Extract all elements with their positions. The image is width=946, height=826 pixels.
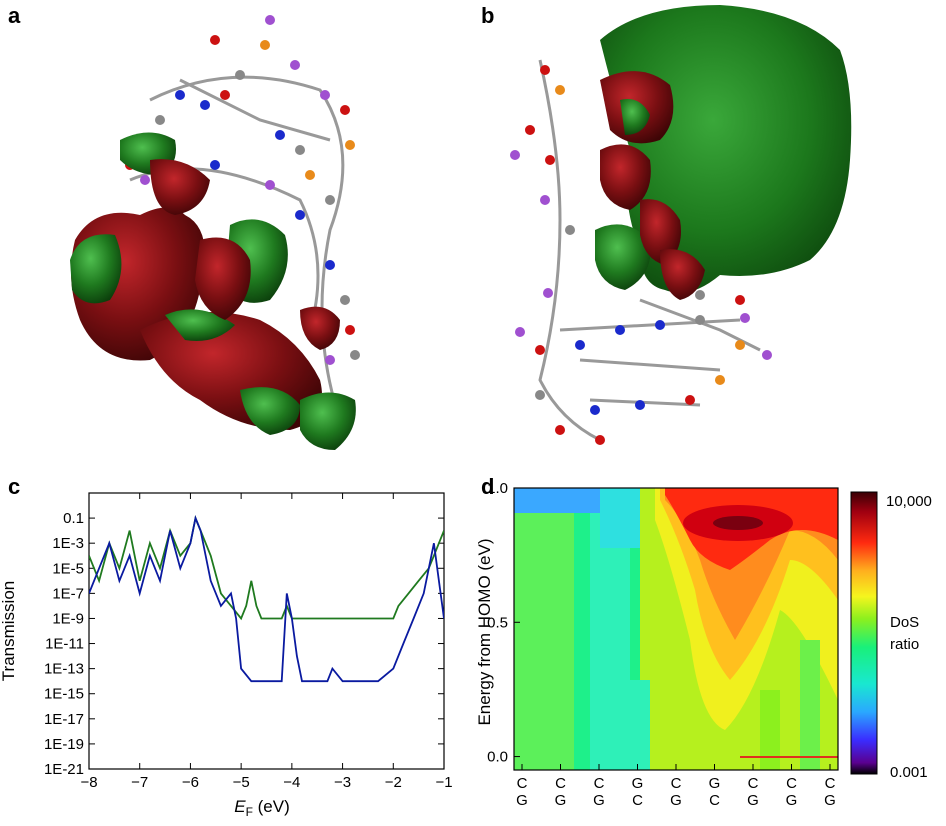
chart-c-y-tick-label: 1E-15 xyxy=(44,686,84,703)
chart-c-series-green xyxy=(89,515,444,621)
chart-c-y-ticks: 0.1 1E-3 1E-5 1E-7 1E-9 1E-11 1E-13 1E-15 1E-17 1… xyxy=(44,510,444,778)
chart-d-x-tick-label-top: C xyxy=(786,775,797,792)
chart-d-x-tick-label-top: C xyxy=(517,775,528,792)
orbital-lobes-a xyxy=(70,132,356,450)
chart-d-y-ticks: 0.0 0.5 1.0 xyxy=(487,480,520,766)
chart-c-xlabel-unit: (eV) xyxy=(253,797,290,816)
chart-d-x-tick-label-top: C xyxy=(825,775,836,792)
chart-c-y-tick-label: 1E-19 xyxy=(44,736,84,753)
chart-d-x-tick-label-bottom: G xyxy=(670,792,682,809)
panel-label-b: b xyxy=(481,3,495,28)
chart-d-x-tick-label-top: G xyxy=(632,775,644,792)
colorbar-label-line2: ratio xyxy=(890,636,919,653)
chart-c-frame xyxy=(88,492,445,770)
chart-c-y-tick-label: 1E-5 xyxy=(52,560,84,577)
atoms-a xyxy=(125,15,360,365)
atoms-b xyxy=(510,65,772,445)
heatmap-field xyxy=(514,488,838,770)
panel-label-a: a xyxy=(8,3,21,28)
molecule-a-illustration xyxy=(70,15,360,450)
panel-label-c: c xyxy=(8,474,21,499)
chart-c-series-blue xyxy=(89,515,444,683)
chart-c-y-tick-label: 1E-13 xyxy=(44,661,84,678)
chart-d-x-tick-label-top: G xyxy=(709,775,721,792)
chart-c-xlabel-sub: F xyxy=(246,805,253,819)
colorbar-max-label: 10,000 xyxy=(886,493,932,510)
chart-c: 0.1 1E-3 1E-5 1E-7 1E-9 1E-11 1E-13 1E-15 1E-17 1… xyxy=(0,492,453,819)
chart-d-x-tick-label-bottom: G xyxy=(786,792,798,809)
chart-c-y-tick-label: 1E-17 xyxy=(44,711,84,728)
chart-c-x-tick-label: −4 xyxy=(283,774,300,791)
chart-d-x-tick-label-top: C xyxy=(671,775,682,792)
chart-c-y-tick-label: 0.1 xyxy=(63,510,84,527)
chart-c-x-tick-label: −7 xyxy=(131,774,148,791)
chart-c-xlabel-main: E xyxy=(234,797,246,816)
chart-c-series xyxy=(89,515,444,683)
molecule-b-illustration xyxy=(510,5,852,445)
chart-d-x-tick-label-top: C xyxy=(555,775,566,792)
chart-d-ylabel: Energy from HOMO (eV) xyxy=(475,538,494,725)
chart-c-y-tick-label: 1E-9 xyxy=(52,610,84,627)
chart-d-x-tick-label-top: C xyxy=(594,775,605,792)
colorbar-min-label: 0.001 xyxy=(890,764,928,781)
chart-d-x-tick-label-bottom: G xyxy=(824,792,836,809)
chart-c-xlabel: EF (eV) xyxy=(234,797,290,819)
chart-c-x-tick-label: −1 xyxy=(435,774,452,791)
chart-c-y-tick-label: 1E-7 xyxy=(52,585,84,602)
dna-backbone-b xyxy=(538,59,761,442)
colorbar xyxy=(850,491,878,775)
chart-c-x-tick-label: −5 xyxy=(233,774,250,791)
chart-d-x-tick-label-bottom: C xyxy=(709,792,720,809)
chart-d-y-tick-label: 0.0 xyxy=(487,749,508,766)
chart-c-ylabel: Transmission xyxy=(0,581,18,681)
chart-d-x-tick-label-bottom: G xyxy=(593,792,605,809)
chart-d-x-tick-label-bottom: G xyxy=(747,792,759,809)
chart-c-x-ticks: −8 −7 −6 −5 −4 −3 −2 −1 xyxy=(80,493,453,791)
chart-d-y-tick-label: 0.5 xyxy=(487,614,508,631)
colorbar-label-line1: DoS xyxy=(890,614,919,631)
chart-c-y-tick-label: 1E-11 xyxy=(45,636,84,653)
chart-d-x-tick-label-bottom: C xyxy=(632,792,643,809)
chart-c-x-tick-label: −6 xyxy=(182,774,199,791)
chart-c-x-tick-label: −8 xyxy=(80,774,97,791)
chart-d-x-tick-label-bottom: G xyxy=(516,792,528,809)
chart-d-y-tick-label: 1.0 xyxy=(487,480,508,497)
chart-c-y-tick-label: 1E-21 xyxy=(44,761,84,778)
chart-c-x-tick-label: −2 xyxy=(385,774,402,791)
orbital-lobes-b xyxy=(595,5,852,300)
panel-label-d: d xyxy=(481,474,495,499)
chart-d-x-tick-label-bottom: G xyxy=(555,792,567,809)
chart-c-y-tick-label: 1E-3 xyxy=(52,535,84,552)
chart-d-x-tick-label-top: C xyxy=(748,775,759,792)
chart-c-x-tick-label: −3 xyxy=(334,774,351,791)
